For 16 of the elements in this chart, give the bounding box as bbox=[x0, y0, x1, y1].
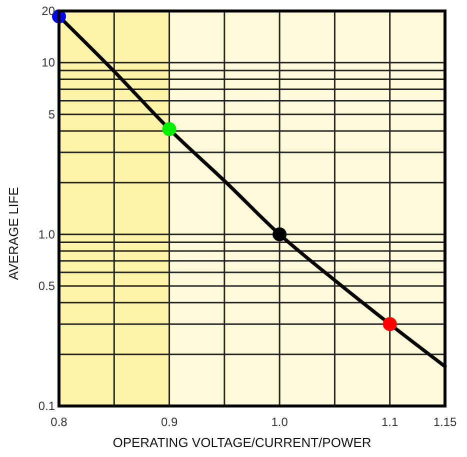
x-axis-title: OPERATING VOLTAGE/CURRENT/POWER bbox=[112, 435, 372, 450]
y-axis-title: AVERAGE LIFE bbox=[6, 186, 21, 280]
text: 1.0 bbox=[271, 415, 288, 429]
point bbox=[162, 122, 176, 136]
y-tick-label: 10 bbox=[42, 56, 56, 70]
y-tick-label: 1.0 bbox=[38, 227, 56, 242]
point bbox=[272, 227, 287, 242]
x-tick-label: 1.15 bbox=[433, 415, 457, 429]
x-tick-label: 0.8 bbox=[50, 415, 68, 429]
y-tick-label: 0.1 bbox=[38, 399, 56, 413]
x-tick-label: 0.9 bbox=[160, 415, 178, 429]
y-tick-label: 0.5 bbox=[38, 279, 56, 294]
y-tick-label: 5 bbox=[48, 107, 56, 122]
y-tick-label: 20 bbox=[42, 4, 56, 18]
x-tick-label: 1.1 bbox=[382, 415, 399, 429]
point bbox=[382, 317, 397, 332]
